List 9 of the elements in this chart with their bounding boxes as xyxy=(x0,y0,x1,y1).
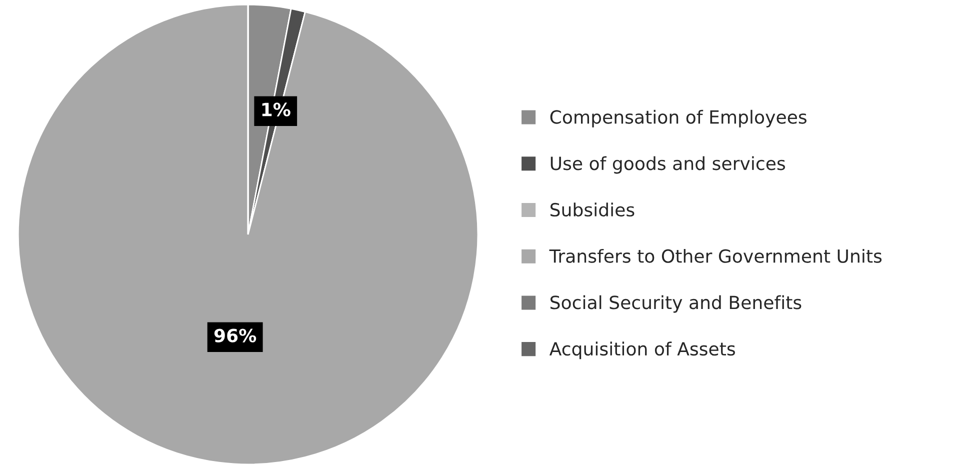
legend-label: Use of goods and services xyxy=(550,156,786,174)
pie-slice xyxy=(17,4,479,466)
legend-label: Compensation of Employees xyxy=(550,110,806,128)
legend-label: Social Security and Benefits xyxy=(550,295,802,313)
data-label: 96% xyxy=(214,328,256,342)
legend-label: Transfers to Other Government Units xyxy=(549,248,882,263)
legend-label: Acquisition of Assets xyxy=(549,342,735,360)
legend-label: Subsidies xyxy=(550,202,634,217)
data-label: 1% xyxy=(262,102,290,116)
